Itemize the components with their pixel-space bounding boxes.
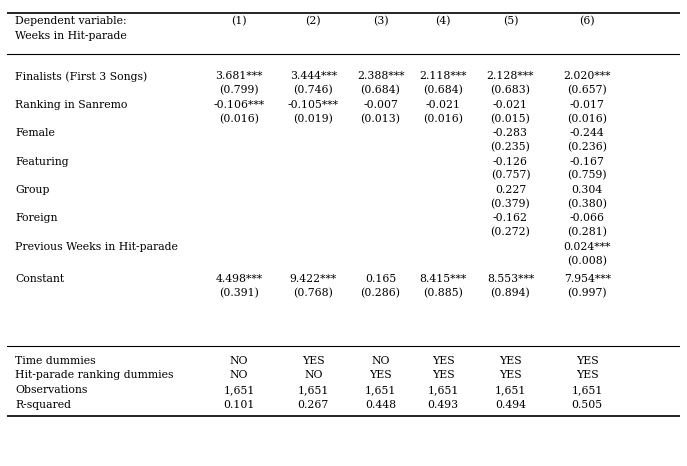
Text: 1,651: 1,651	[297, 385, 329, 395]
Text: Observations: Observations	[15, 385, 87, 395]
Text: 9.422***: 9.422***	[290, 274, 337, 284]
Text: Dependent variable:: Dependent variable:	[15, 16, 126, 27]
Text: 0.165: 0.165	[365, 274, 396, 284]
Text: (0.281): (0.281)	[567, 227, 607, 238]
Text: 2.388***: 2.388***	[357, 71, 404, 81]
Text: (0.757): (0.757)	[491, 170, 530, 181]
Text: 0.505: 0.505	[572, 400, 602, 410]
Text: -0.126: -0.126	[493, 157, 528, 166]
Text: Finalists (First 3 Songs): Finalists (First 3 Songs)	[15, 71, 147, 82]
Text: YES: YES	[369, 370, 392, 380]
Text: -0.162: -0.162	[493, 213, 528, 223]
Text: (0.016): (0.016)	[219, 113, 259, 124]
Text: (0.272): (0.272)	[491, 227, 530, 238]
Text: 0.024***: 0.024***	[563, 242, 611, 252]
Text: (0.019): (0.019)	[293, 113, 333, 124]
Text: -0.167: -0.167	[570, 157, 605, 166]
Text: (0.894): (0.894)	[491, 288, 530, 298]
Text: -0.106***: -0.106***	[214, 100, 264, 110]
Text: (0.799): (0.799)	[219, 85, 259, 96]
Text: 3.681***: 3.681***	[216, 71, 263, 81]
Text: -0.017: -0.017	[570, 100, 605, 110]
Text: 3.444***: 3.444***	[290, 71, 337, 81]
Text: YES: YES	[576, 370, 598, 380]
Text: NO: NO	[304, 370, 322, 380]
Text: (0.657): (0.657)	[567, 85, 607, 96]
Text: (0.013): (0.013)	[361, 113, 401, 124]
Text: (6): (6)	[579, 16, 595, 27]
Text: Constant: Constant	[15, 274, 64, 284]
Text: 8.415***: 8.415***	[420, 274, 466, 284]
Text: 1,651: 1,651	[223, 385, 255, 395]
Text: 1,651: 1,651	[572, 385, 603, 395]
Text: (0.380): (0.380)	[567, 199, 607, 209]
Text: (0.016): (0.016)	[567, 113, 607, 124]
Text: NO: NO	[230, 356, 249, 365]
Text: NO: NO	[230, 370, 249, 380]
Text: (0.286): (0.286)	[361, 288, 401, 298]
Text: Hit-parade ranking dummies: Hit-parade ranking dummies	[15, 370, 173, 380]
Text: (0.684): (0.684)	[423, 85, 463, 96]
Text: (1): (1)	[232, 16, 247, 27]
Text: Foreign: Foreign	[15, 213, 58, 223]
Text: Female: Female	[15, 128, 55, 138]
Text: 4.498***: 4.498***	[216, 274, 262, 284]
Text: 0.304: 0.304	[572, 185, 603, 195]
Text: 2.128***: 2.128***	[486, 71, 534, 81]
Text: Featuring: Featuring	[15, 157, 69, 166]
Text: YES: YES	[302, 356, 324, 365]
Text: YES: YES	[576, 356, 598, 365]
Text: Group: Group	[15, 185, 49, 195]
Text: -0.244: -0.244	[570, 128, 605, 138]
Text: R-squared: R-squared	[15, 400, 71, 410]
Text: (0.016): (0.016)	[423, 113, 463, 124]
Text: YES: YES	[432, 356, 455, 365]
Text: NO: NO	[371, 356, 390, 365]
Text: -0.105***: -0.105***	[288, 100, 339, 110]
Text: (4): (4)	[436, 16, 451, 27]
Text: 1,651: 1,651	[365, 385, 396, 395]
Text: (0.684): (0.684)	[361, 85, 401, 96]
Text: 0.267: 0.267	[297, 400, 329, 410]
Text: Previous Weeks in Hit-parade: Previous Weeks in Hit-parade	[15, 242, 178, 252]
Text: 2.118***: 2.118***	[419, 71, 467, 81]
Text: (5): (5)	[503, 16, 518, 27]
Text: (0.379): (0.379)	[491, 199, 530, 209]
Text: (0.885): (0.885)	[423, 288, 463, 298]
Text: (0.015): (0.015)	[491, 113, 530, 124]
Text: (0.759): (0.759)	[567, 170, 607, 181]
Text: 0.227: 0.227	[495, 185, 526, 195]
Text: 1,651: 1,651	[495, 385, 526, 395]
Text: Weeks in Hit-parade: Weeks in Hit-parade	[15, 31, 126, 41]
Text: 2.020***: 2.020***	[563, 71, 611, 81]
Text: YES: YES	[499, 356, 522, 365]
Text: 0.494: 0.494	[495, 400, 526, 410]
Text: YES: YES	[499, 370, 522, 380]
Text: 1,651: 1,651	[427, 385, 459, 395]
Text: Ranking in Sanremo: Ranking in Sanremo	[15, 100, 127, 110]
Text: 0.448: 0.448	[365, 400, 396, 410]
Text: YES: YES	[432, 370, 455, 380]
Text: (0.768): (0.768)	[293, 288, 333, 298]
Text: (0.235): (0.235)	[491, 142, 530, 152]
Text: 8.553***: 8.553***	[487, 274, 534, 284]
Text: (0.391): (0.391)	[219, 288, 259, 298]
Text: (0.008): (0.008)	[567, 255, 607, 266]
Text: -0.007: -0.007	[363, 100, 398, 110]
Text: (0.997): (0.997)	[567, 288, 607, 298]
Text: 0.493: 0.493	[427, 400, 459, 410]
Text: Time dummies: Time dummies	[15, 356, 95, 365]
Text: (0.236): (0.236)	[567, 142, 607, 152]
Text: (2): (2)	[306, 16, 321, 27]
Text: 0.101: 0.101	[223, 400, 255, 410]
Text: (0.683): (0.683)	[491, 85, 530, 96]
Text: -0.021: -0.021	[493, 100, 528, 110]
Text: -0.283: -0.283	[493, 128, 528, 138]
Text: 7.954***: 7.954***	[564, 274, 611, 284]
Text: -0.066: -0.066	[570, 213, 605, 223]
Text: -0.021: -0.021	[426, 100, 461, 110]
Text: (0.746): (0.746)	[293, 85, 333, 96]
Text: (3): (3)	[373, 16, 388, 27]
